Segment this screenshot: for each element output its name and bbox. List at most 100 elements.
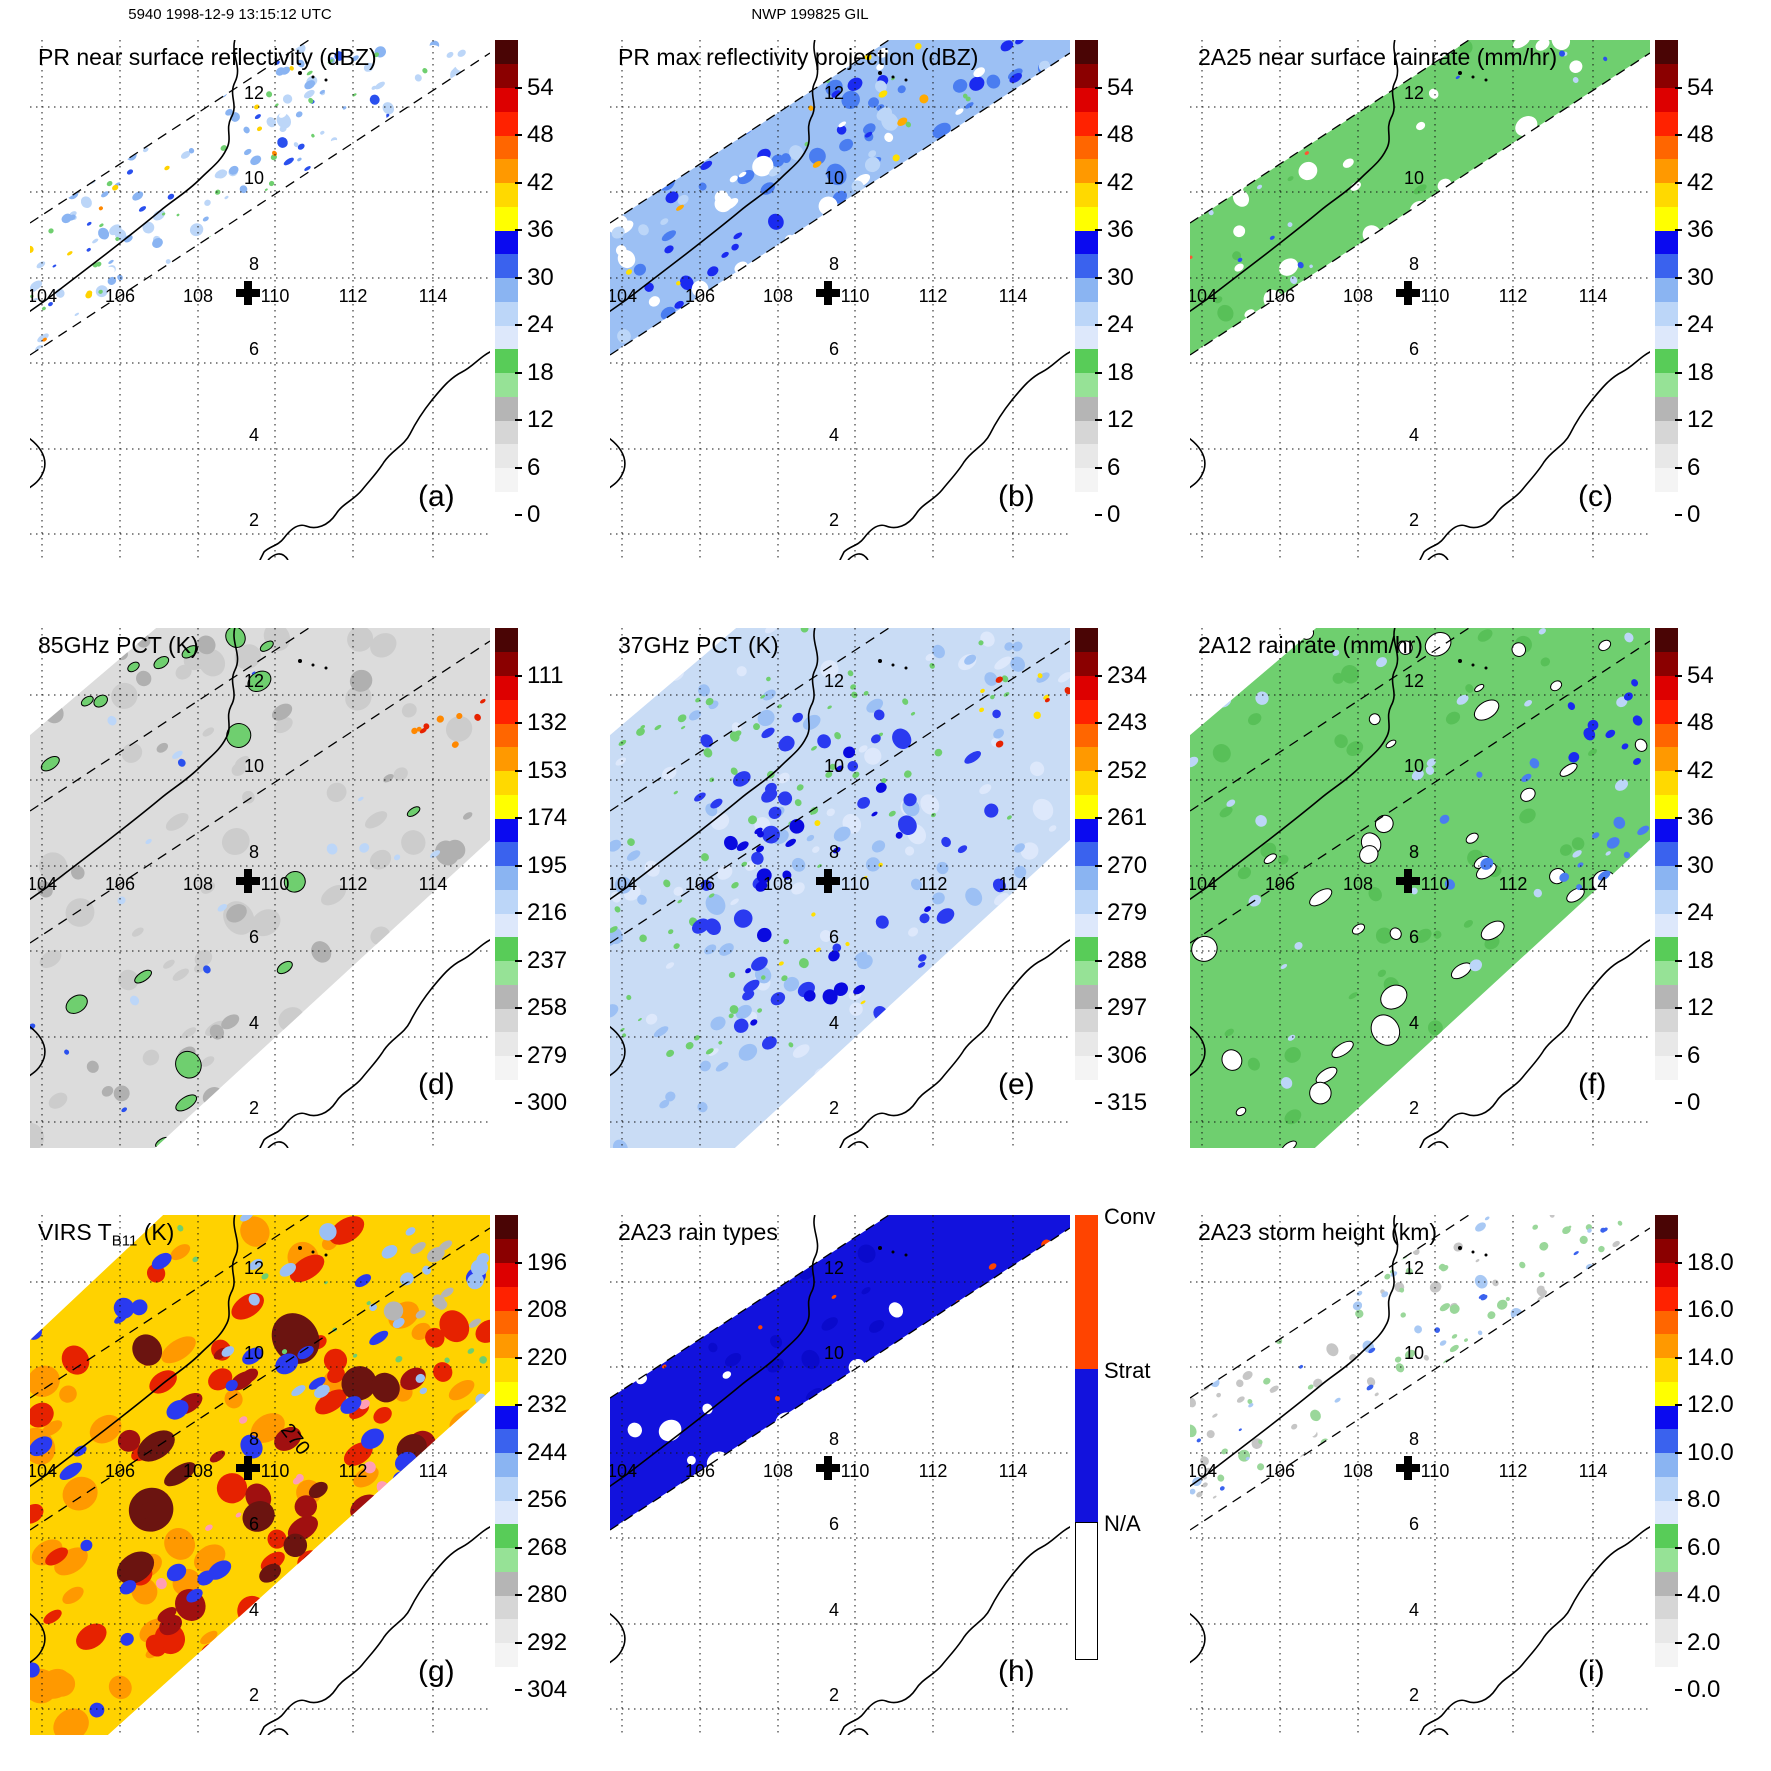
colorbar-cell <box>495 325 518 350</box>
lat-tick-label: 8 <box>1409 842 1419 862</box>
colorbar-tick-label: 111 <box>527 661 564 689</box>
lon-tick-label: 110 <box>261 874 290 894</box>
colorbar-cell <box>1655 87 1678 112</box>
colorbar-cell <box>1075 723 1098 748</box>
lat-tick-label: 2 <box>249 510 259 530</box>
colorbar-i <box>1655 1215 1678 1691</box>
panel-title: VIRS TB11 (K) <box>38 1219 174 1250</box>
colorbar-cell <box>495 1357 518 1382</box>
colorbar-cell <box>495 651 518 677</box>
storm-center-plus-icon <box>816 281 840 305</box>
colorbar-tickmark <box>1675 722 1682 724</box>
lat-tick-label: 2 <box>829 1685 839 1705</box>
coastline-path <box>1190 40 1650 560</box>
colorbar-cell <box>495 182 518 207</box>
coastline-path <box>30 628 490 1148</box>
coastline-path <box>610 1215 1070 1735</box>
coastline-path <box>610 40 1070 560</box>
colorbar-tickmark <box>1095 276 1102 279</box>
colorbar-tick-label: 297 <box>1107 994 1148 1021</box>
colorbar-cell <box>495 111 518 136</box>
lat-tick-label: 8 <box>1409 1429 1419 1449</box>
lat-tick-label: 12 <box>244 83 264 103</box>
lat-tick-label: 12 <box>244 671 264 691</box>
colorbar-cell <box>495 794 518 819</box>
colorbar-tick-label: 208 <box>527 1296 568 1323</box>
lat-tick-label: 6 <box>829 927 839 947</box>
colorbar-cell <box>495 1079 518 1104</box>
colorbar-tick-label: 36 <box>1687 804 1714 831</box>
colorbar-tickmark <box>515 1594 522 1596</box>
colorbar-tick-label: 0 <box>527 501 541 528</box>
colorbar-cell <box>495 348 518 374</box>
colorbar-cell <box>1655 420 1678 445</box>
lon-tick-label: 112 <box>919 1461 948 1481</box>
colorbar-tickmark <box>515 514 522 516</box>
lat-tick-label: 8 <box>249 842 259 862</box>
colorbar-tick-label: 42 <box>1687 168 1714 196</box>
colorbar-cell <box>1075 770 1098 795</box>
colorbar-segment <box>1075 1215 1098 1369</box>
colorbar-tickmark <box>1675 1404 1682 1406</box>
colorbar-cell <box>1655 1642 1678 1667</box>
lat-tick-label: 4 <box>829 425 839 445</box>
colorbar-tick-label: 24 <box>1687 899 1714 926</box>
colorbar-tickmark <box>1675 1499 1682 1501</box>
colorbar-category-label: N/A <box>1104 1511 1141 1536</box>
colorbar-tickmark <box>515 1404 522 1406</box>
coastline-path <box>30 40 490 560</box>
colorbar-segment <box>1075 1368 1098 1522</box>
colorbar-tickmark <box>515 134 522 136</box>
lat-tick-label: 4 <box>249 1013 259 1033</box>
colorbar-cell <box>495 1031 518 1057</box>
lat-tick-label: 4 <box>829 1600 839 1620</box>
colorbar-cell <box>495 746 518 772</box>
lon-tick-label: 112 <box>339 286 368 306</box>
colorbar-f <box>1655 628 1678 1104</box>
colorbar-tickmark <box>515 229 522 231</box>
colorbar-tick-label: 42 <box>1687 756 1714 784</box>
colorbar-tick-label: 12 <box>1687 406 1714 433</box>
colorbar-tickmark <box>515 864 522 867</box>
lon-tick-label: 114 <box>999 874 1028 894</box>
colorbar-tick-label: 270 <box>1107 851 1148 879</box>
colorbar-tick-label: 268 <box>527 1533 568 1561</box>
colorbar-cell <box>1655 1031 1678 1057</box>
colorbar-cell <box>1655 372 1678 397</box>
colorbar-cell <box>1075 865 1098 890</box>
lat-tick-label: 10 <box>824 756 844 776</box>
lat-tick-label: 10 <box>824 1343 844 1363</box>
colorbar-tickmark <box>515 276 522 279</box>
lon-tick-label: 114 <box>1579 286 1608 306</box>
lon-tick-label: 106 <box>685 1461 715 1481</box>
colorbar-tickmark <box>1675 371 1682 374</box>
colorbar-cell <box>1655 889 1678 914</box>
colorbar-cell <box>1655 1618 1678 1644</box>
colorbar-cell <box>1655 818 1678 843</box>
colorbar-cell <box>1655 984 1678 1009</box>
lon-tick-label: 104 <box>610 874 637 894</box>
lat-tick-label: 2 <box>249 1685 259 1705</box>
colorbar-cell <box>1655 1333 1678 1359</box>
panel-title: PR near surface reflectivity (dBZ) <box>38 44 377 70</box>
colorbar-cell <box>1075 325 1098 350</box>
colorbar-cell <box>495 253 518 279</box>
colorbar-cell <box>1655 865 1678 890</box>
colorbar-tick-label: 244 <box>527 1438 568 1466</box>
colorbar-cell <box>1075 111 1098 136</box>
colorbar-tick-label: 304 <box>527 1676 568 1703</box>
colorbar-cell <box>1655 1238 1678 1264</box>
colorbar-tickmark <box>1095 959 1102 962</box>
lat-tick-label: 2 <box>249 1098 259 1118</box>
colorbar-cell <box>1075 87 1098 112</box>
colorbar-cell <box>1655 1055 1678 1080</box>
colorbar-h <box>1075 1215 1098 1660</box>
colorbar-tick-label: 0 <box>1107 501 1121 528</box>
colorbar-cell <box>495 158 518 184</box>
coastline-path <box>30 1215 490 1735</box>
colorbar-cell <box>495 1215 518 1240</box>
colorbar-cell <box>1655 40 1678 65</box>
